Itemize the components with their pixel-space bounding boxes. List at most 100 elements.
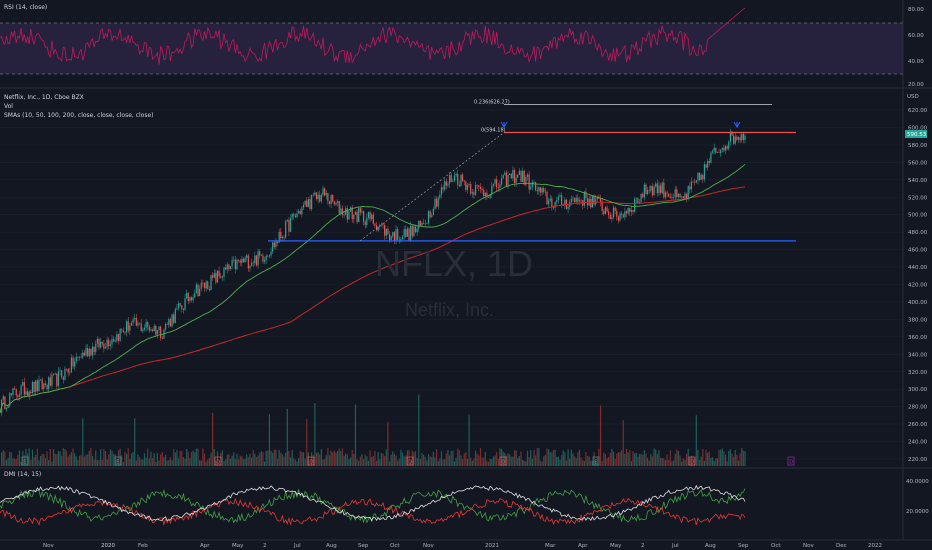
volume-bar [726,461,728,466]
volume-bar [166,460,168,466]
volume-bar [163,457,165,466]
dividend-marker[interactable] [688,456,696,466]
candle-body [690,181,693,190]
volume-bar [567,449,569,466]
candle-body [677,193,680,197]
candle-body [716,152,719,153]
earnings-marker[interactable] [21,456,29,466]
candle-body [340,208,342,214]
volume-bar [445,453,447,466]
volume-bar [302,452,305,466]
candle-body [14,388,16,390]
time-axis[interactable]: Nov 2020 Feb Apr May 2 Jul Aug Sep Oct Nov 2021 Mar A… [43,543,882,549]
volume-bar [543,456,545,466]
candle-body [698,172,701,181]
candle-body [124,332,126,333]
fib-trend-line[interactable] [359,132,505,242]
volume-bar [252,449,254,466]
dividend-marker[interactable] [214,456,222,466]
candle-body [182,308,185,310]
sma-50-line [0,163,746,414]
volume-bar [737,460,740,466]
volume-bar [432,451,434,466]
volume-bar [515,450,517,466]
candle-body [215,273,217,283]
candle-body [408,228,410,241]
time-tick: Nov [43,543,54,549]
time-tick: May [610,543,622,549]
candle-body [177,303,180,309]
upcoming-dividend-marker[interactable] [787,456,795,466]
candle-body [505,172,508,187]
price-axis[interactable]: 620.00 600.00 580.00 560.00 540.00 520.00 500.… [908,108,928,463]
price-tick: 260.00 [908,422,928,428]
candle-body [468,184,470,185]
volume-bar [59,451,61,466]
volume-bar [202,448,204,466]
candle-body [390,236,392,240]
candle-body [278,231,280,243]
candle-body [711,151,714,153]
volume-bar [14,458,16,466]
volume-bar [104,451,107,466]
candle-body [721,147,723,150]
candle-body [229,266,232,269]
volume-bar [570,449,572,466]
volume-bar [126,453,128,466]
volume-bar [535,455,537,466]
candle-body [90,348,92,356]
candle-body [447,183,449,186]
volume-bar [177,458,180,466]
candle-body [160,326,162,339]
candle-body [658,185,660,194]
vol-label: Vol [4,103,13,110]
volume-bar [215,460,217,466]
volume-bar [371,456,373,466]
candle-body [70,357,73,372]
candle-body [171,314,173,327]
volume-bar [739,453,741,466]
candle-body [695,180,697,183]
volume-bar [137,454,139,466]
event-marker-label: D [690,460,694,466]
candle-body [100,341,102,348]
time-tick: 2022 [868,543,882,549]
volume-bar [413,452,415,466]
candle-body [315,192,318,200]
volume-bar [458,450,460,466]
time-tick: Sep [358,543,369,549]
candle-body [91,346,94,356]
earnings-marker[interactable] [592,456,600,466]
volume-bar [487,461,490,466]
candle-body [599,198,602,203]
volume-bar [320,448,322,466]
symbol-title[interactable]: Netflix, Inc., 1D, Cboe BZX [4,94,84,101]
volume-bar [337,450,339,466]
volume-bar [221,450,223,466]
volume-bar [171,460,173,466]
candle-body [286,219,288,222]
candle-body [85,347,87,356]
dividend-marker[interactable] [406,456,414,466]
volume-bar [109,449,111,466]
candle-body [220,276,222,278]
earnings-marker[interactable] [114,456,122,466]
candle-body [226,264,228,270]
volume-bar [246,454,248,466]
volume-bar [233,452,235,466]
candle-body [549,198,551,201]
dividend-marker[interactable] [499,456,507,466]
dividend-marker[interactable] [307,456,315,466]
price-tick: 580.00 [908,143,928,149]
candle-body [502,174,504,179]
volume-bar [474,450,477,466]
volume-bar [715,458,717,466]
candle-body [87,347,89,357]
event-marker-label: D [789,460,793,466]
volume-bar [614,458,616,466]
candle-body [353,214,355,220]
candle-body [332,195,334,202]
candle-body [635,198,637,199]
dmi-axis: 40.0000 20.0000 [906,479,929,515]
